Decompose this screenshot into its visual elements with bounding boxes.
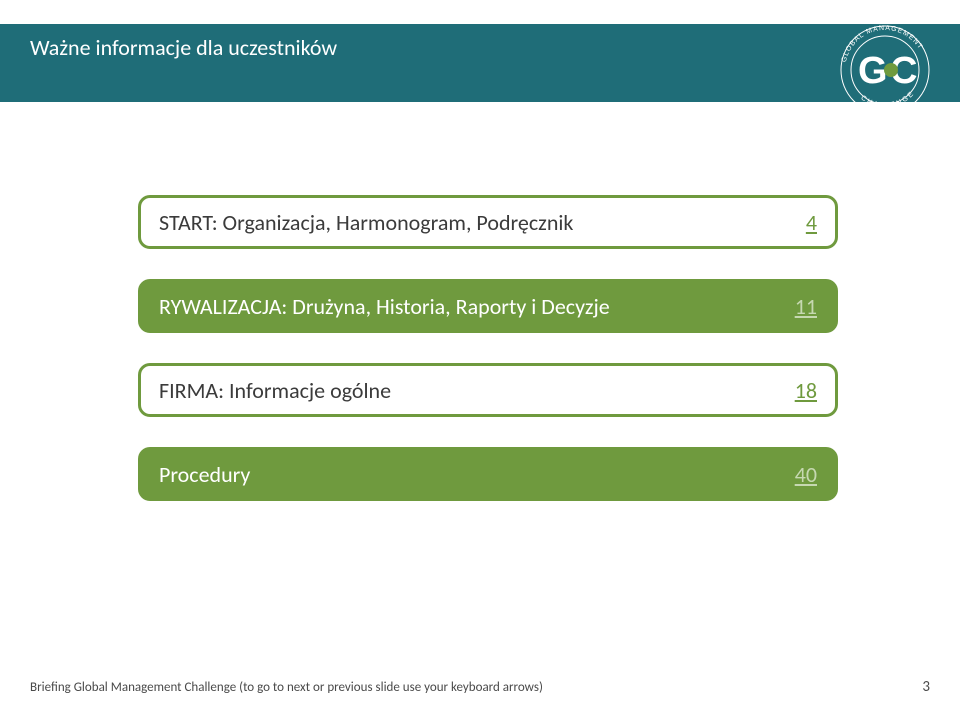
menu-label: Procedury: [159, 461, 250, 488]
logo-reg-mark: ®: [925, 101, 929, 111]
menu-label: FIRMA: Informacje ogólne: [159, 377, 391, 404]
svg-text:CHALLENGE: CHALLENGE: [859, 90, 916, 110]
logo-g-letter: G: [858, 50, 888, 92]
menu-item-rywalizacja[interactable]: RYWALIZACJA: Drużyna, Historia, Raporty …: [138, 279, 838, 333]
menu-page-link[interactable]: 4: [806, 209, 817, 236]
menu-page-link[interactable]: 11: [795, 293, 817, 320]
page-title: Ważne informacje dla uczestników: [30, 34, 337, 61]
menu-label: START: Organizacja, Harmonogram, Podręcz…: [159, 209, 573, 236]
menu-page-link[interactable]: 18: [795, 377, 817, 404]
footer-page-number: 3: [922, 678, 930, 696]
menu-item-start[interactable]: START: Organizacja, Harmonogram, Podręcz…: [138, 195, 838, 249]
menu-label: RYWALIZACJA: Drużyna, Historia, Raporty …: [159, 293, 610, 320]
footer-text: Briefing Global Management Challenge (to…: [30, 680, 543, 695]
gmc-logo: GLOBAL MANAGEMENT CHALLENGE G C ®: [830, 18, 940, 113]
menu-item-procedury[interactable]: Procedury 40: [138, 447, 838, 501]
logo-bottom-text: CHALLENGE: [859, 90, 916, 110]
menu-container: START: Organizacja, Harmonogram, Podręcz…: [138, 195, 838, 531]
header-bar: Ważne informacje dla uczestników: [0, 24, 960, 102]
menu-page-link[interactable]: 40: [795, 461, 817, 488]
menu-item-firma[interactable]: FIRMA: Informacje ogólne 18: [138, 363, 838, 417]
footer: Briefing Global Management Challenge (to…: [30, 678, 930, 696]
logo-dot-icon: [884, 63, 898, 77]
